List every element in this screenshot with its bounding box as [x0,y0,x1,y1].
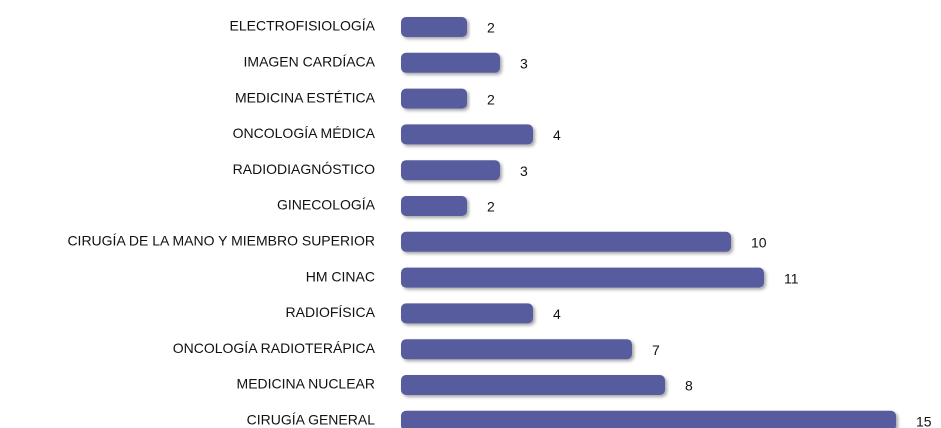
value-label: 4 [553,306,561,322]
value-label: 2 [487,199,495,215]
bar [401,231,731,252]
bar [401,160,500,181]
bar [401,52,500,73]
category-label: GINECOLOGÍA [277,197,376,213]
value-label: 4 [553,127,561,143]
bar [401,124,533,145]
bar [401,375,665,395]
bar [401,410,896,428]
bar [401,303,533,324]
value-label: 11 [784,270,799,286]
bar [401,267,764,288]
value-label: 2 [487,20,495,36]
value-label: 3 [520,163,528,179]
bar [401,339,632,360]
category-label: HM CINAC [306,268,375,284]
category-label: CIRUGÍA DE LA MANO Y MIEMBRO SUPERIOR [67,233,375,249]
value-label: 10 [751,235,767,251]
category-label: ONCOLOGÍA MÉDICA [233,125,376,141]
value-label: 3 [520,56,528,72]
category-label: MEDICINA NUCLEAR [237,376,375,392]
value-label: 7 [652,342,660,358]
bar [401,17,467,37]
category-label: RADIOFÍSICA [286,304,376,320]
category-label: ELECTROFISIOLOGÍA [230,18,376,34]
value-label: 8 [685,378,693,394]
category-label: MEDICINA ESTÉTICA [235,89,376,105]
value-label: 2 [487,91,495,107]
value-label: 15 [916,414,932,428]
category-label: RADIODIAGNÓSTICO [233,161,375,177]
category-label: CIRUGÍA GENERAL [247,412,376,428]
category-label: IMAGEN CARDÍACA [244,54,376,70]
bar [401,196,467,216]
category-label: ONCOLOGÍA RADIOTERÁPICA [173,340,376,356]
bar [401,88,467,109]
